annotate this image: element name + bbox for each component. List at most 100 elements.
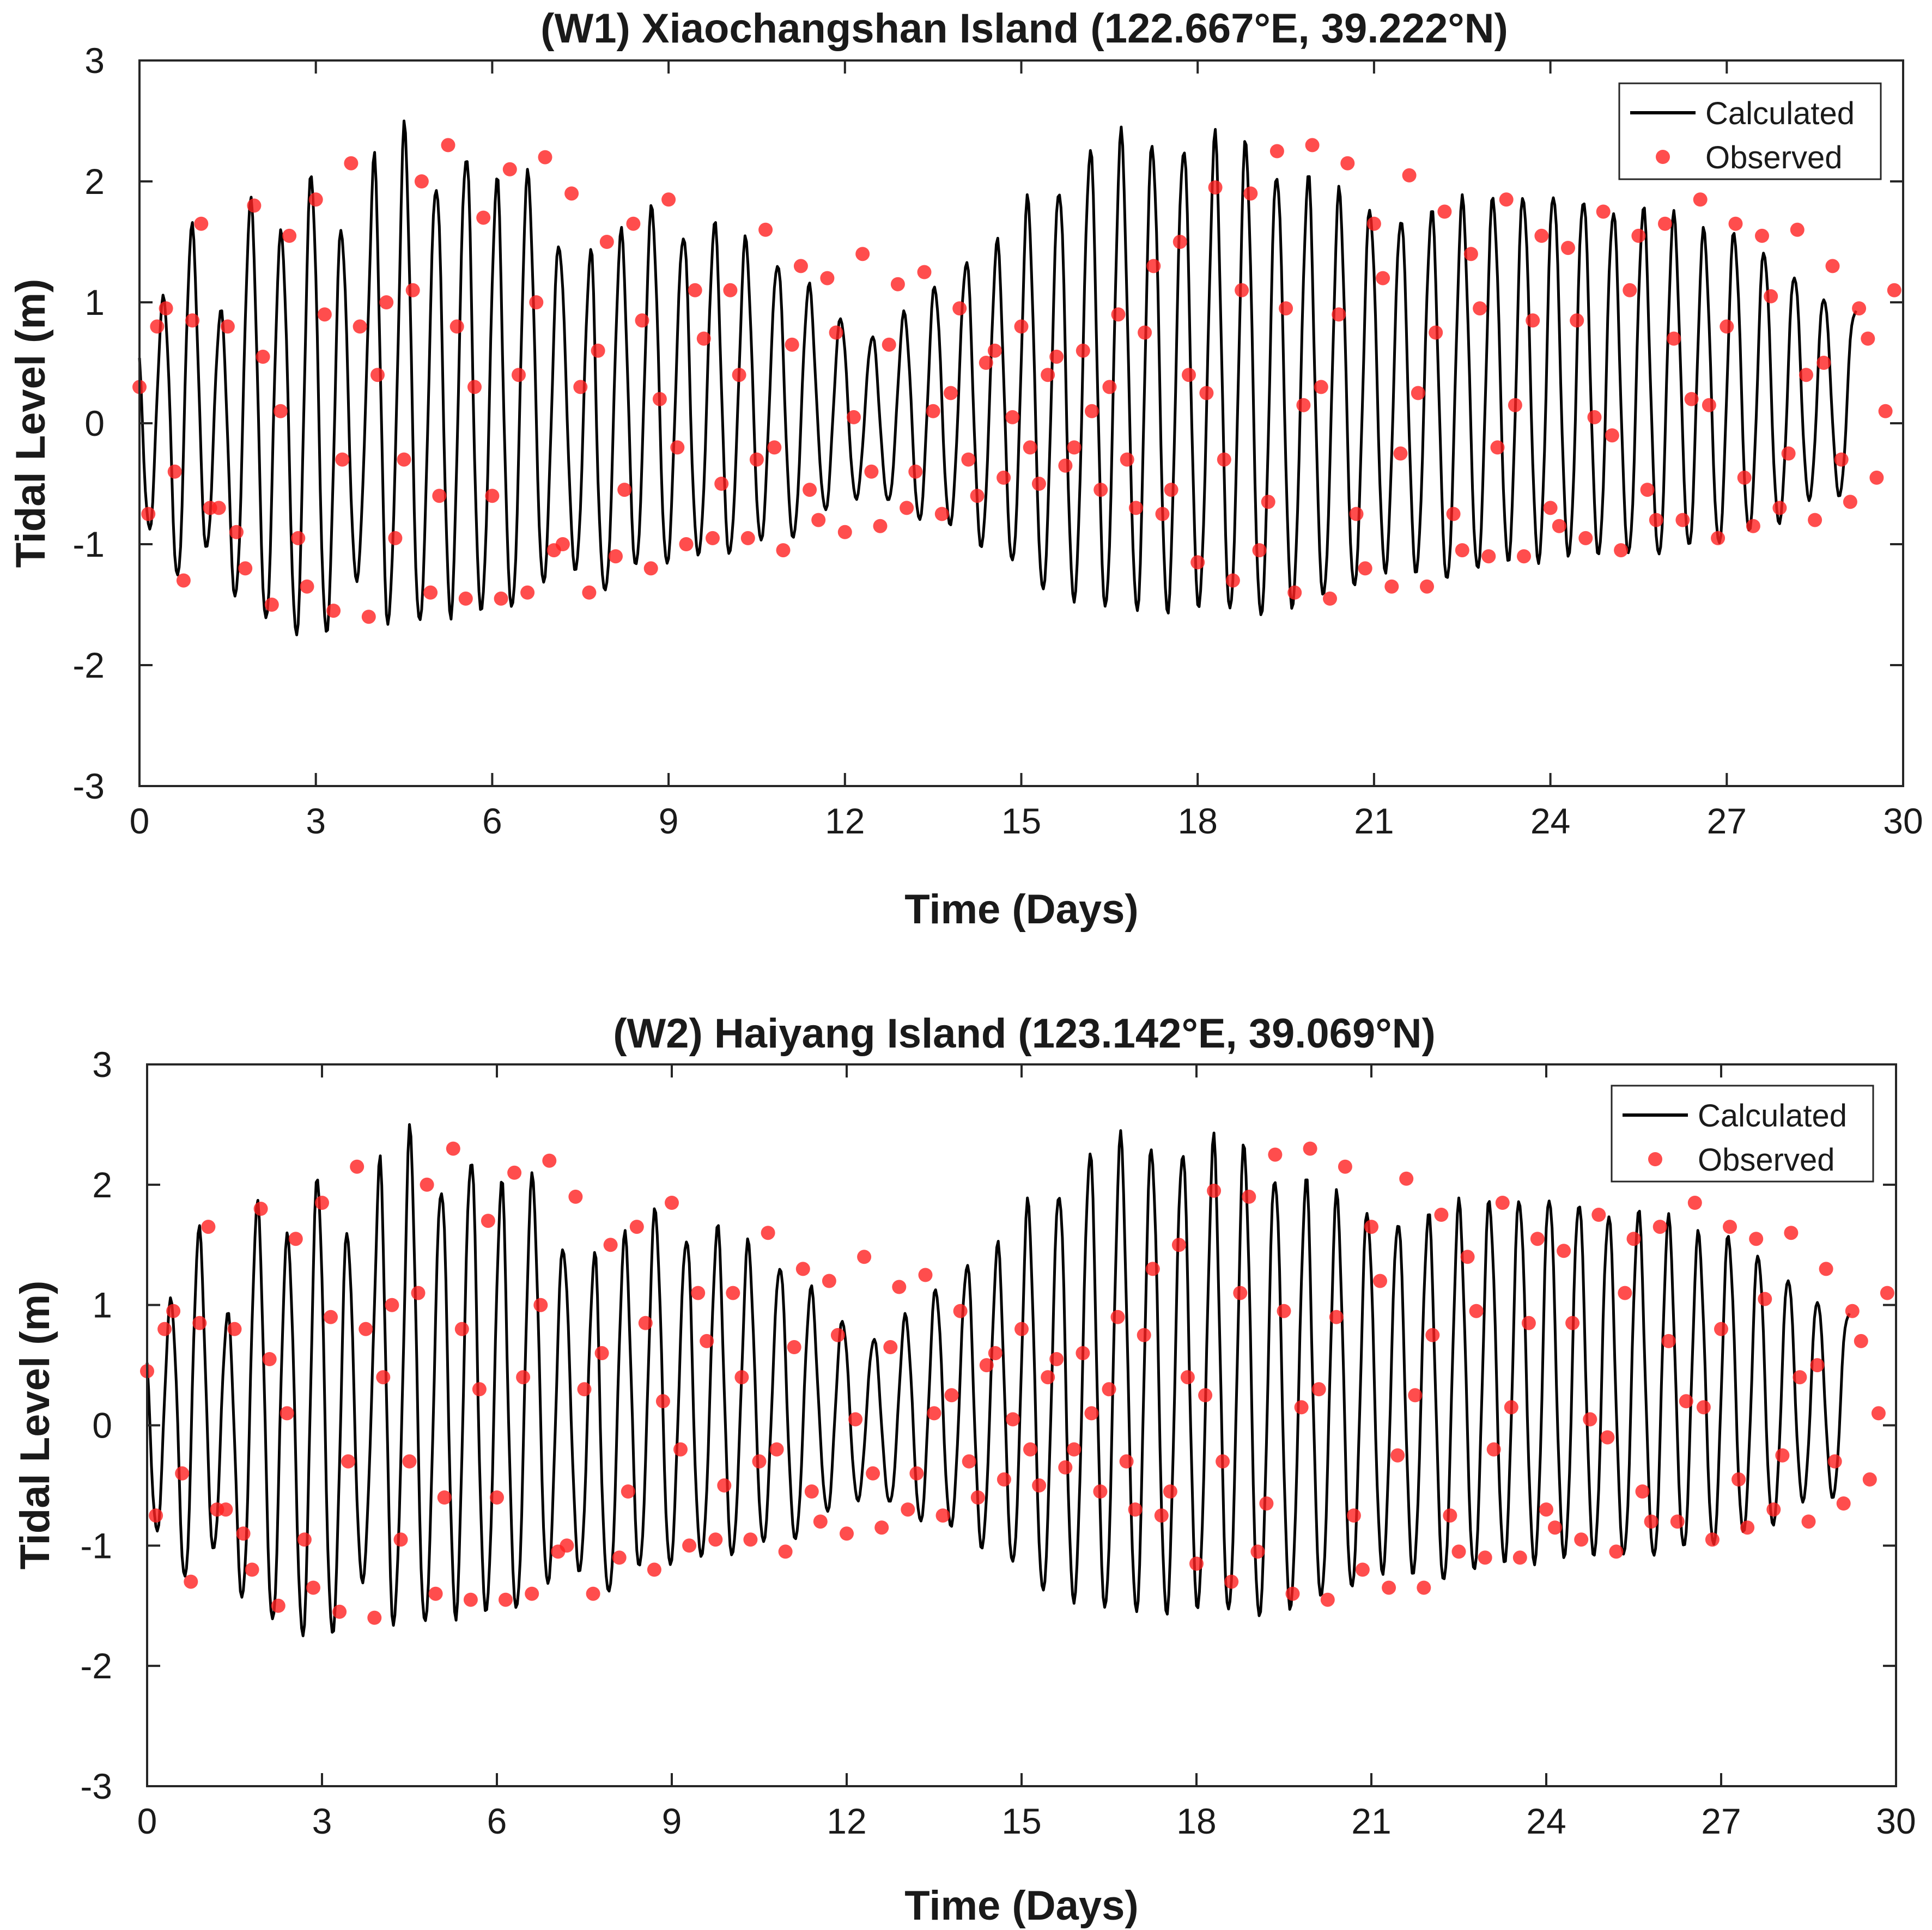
observed-point <box>1058 1460 1073 1475</box>
calculated-series-line <box>138 119 1857 636</box>
y-tick-label: 0 <box>92 1405 112 1446</box>
observed-point <box>934 507 949 521</box>
observed-point <box>749 452 764 467</box>
observed-point <box>1110 1310 1125 1324</box>
observed-point <box>1014 1322 1029 1336</box>
observed-point <box>385 1298 399 1312</box>
observed-point <box>1049 349 1064 364</box>
observed-point <box>507 1165 522 1180</box>
observed-point <box>393 1532 408 1547</box>
observed-point <box>1269 144 1284 159</box>
observed-point <box>1871 1406 1886 1421</box>
observed-point <box>1041 1370 1055 1385</box>
observed-point <box>1137 1328 1151 1342</box>
observed-point <box>542 1153 557 1168</box>
observed-point <box>803 483 817 497</box>
observed-point <box>564 186 579 201</box>
observed-point <box>787 1340 801 1354</box>
observed-point <box>229 525 244 539</box>
observed-point <box>379 295 394 309</box>
x-tick-label: 15 <box>1001 801 1041 841</box>
observed-point <box>262 1352 277 1366</box>
observed-point <box>1749 1232 1764 1246</box>
observed-point <box>1473 301 1487 316</box>
y-tick-label: 1 <box>84 282 105 322</box>
observed-point <box>1346 1508 1361 1523</box>
observed-point <box>1182 368 1196 382</box>
observed-point <box>609 549 623 564</box>
observed-point <box>185 313 200 328</box>
observed-point <box>516 1370 531 1385</box>
observed-point <box>402 1454 417 1469</box>
observed-point <box>411 1286 426 1300</box>
y-tick-label: 3 <box>92 1044 112 1085</box>
observed-point <box>481 1214 495 1228</box>
observed-point <box>1224 1574 1239 1589</box>
x-axis-label: Time (Days) <box>904 1883 1138 1929</box>
observed-point <box>1285 1586 1300 1601</box>
observed-point <box>1250 1544 1265 1559</box>
observed-point <box>855 247 870 261</box>
observed-point <box>1731 1472 1746 1487</box>
observed-point <box>317 307 332 322</box>
observed-point <box>1207 1183 1222 1198</box>
observed-point <box>1349 507 1364 521</box>
observed-point <box>1852 301 1867 316</box>
observed-point <box>591 343 605 358</box>
observed-point <box>437 1490 452 1505</box>
observed-point <box>1390 1448 1405 1463</box>
observed-point <box>665 1196 679 1210</box>
observed-point <box>1557 1244 1571 1258</box>
observed-point <box>1596 204 1611 219</box>
observed-point <box>1268 1147 1283 1162</box>
observed-point <box>520 585 535 600</box>
observed-point <box>732 368 746 382</box>
legend: Calculated Observed <box>1618 82 1882 180</box>
observed-point <box>1198 1388 1213 1403</box>
observed-point <box>1373 1274 1387 1288</box>
observed-point <box>1460 1250 1475 1264</box>
observed-point <box>582 585 597 600</box>
observed-point <box>247 198 262 213</box>
observed-point <box>1490 440 1505 455</box>
x-tick-label: 15 <box>1001 1801 1041 1841</box>
observed-point <box>1623 283 1637 297</box>
observed-series-points <box>140 1141 1894 1625</box>
observed-point <box>423 585 438 600</box>
y-tick-label: 3 <box>84 40 105 81</box>
observed-point <box>997 470 1011 485</box>
observed-point <box>679 537 694 551</box>
observed-point <box>864 464 879 479</box>
observed-point <box>512 368 526 382</box>
observed-point <box>1714 1322 1728 1336</box>
observed-point <box>350 1159 364 1174</box>
observed-point <box>661 192 676 207</box>
observed-point <box>1032 1478 1047 1493</box>
observed-point <box>150 319 165 334</box>
observed-point <box>176 573 191 588</box>
observed-point <box>829 325 843 340</box>
observed-point <box>1163 1484 1177 1499</box>
observed-point <box>1443 1508 1457 1523</box>
observed-point <box>874 1520 889 1535</box>
observed-point <box>1303 1141 1317 1156</box>
observed-point <box>1425 1328 1440 1342</box>
observed-point <box>1504 1400 1518 1415</box>
observed-point <box>944 1388 959 1403</box>
observed-point <box>1355 1562 1370 1577</box>
observed-point <box>767 440 782 455</box>
observed-point <box>1216 1454 1230 1469</box>
observed-point <box>1720 319 1734 334</box>
observed-point <box>428 1586 443 1601</box>
observed-point <box>1626 1232 1641 1246</box>
observed-point <box>1781 446 1796 461</box>
observed-point <box>997 1472 1011 1487</box>
x-tick-label: 0 <box>137 1801 157 1841</box>
observed-point <box>635 313 649 328</box>
observed-point <box>1775 1448 1790 1463</box>
observed-point <box>220 319 235 334</box>
observed-point <box>1093 483 1108 497</box>
observed-point <box>1067 1442 1082 1457</box>
observed-point <box>1154 1508 1169 1523</box>
observed-point <box>1534 228 1549 243</box>
